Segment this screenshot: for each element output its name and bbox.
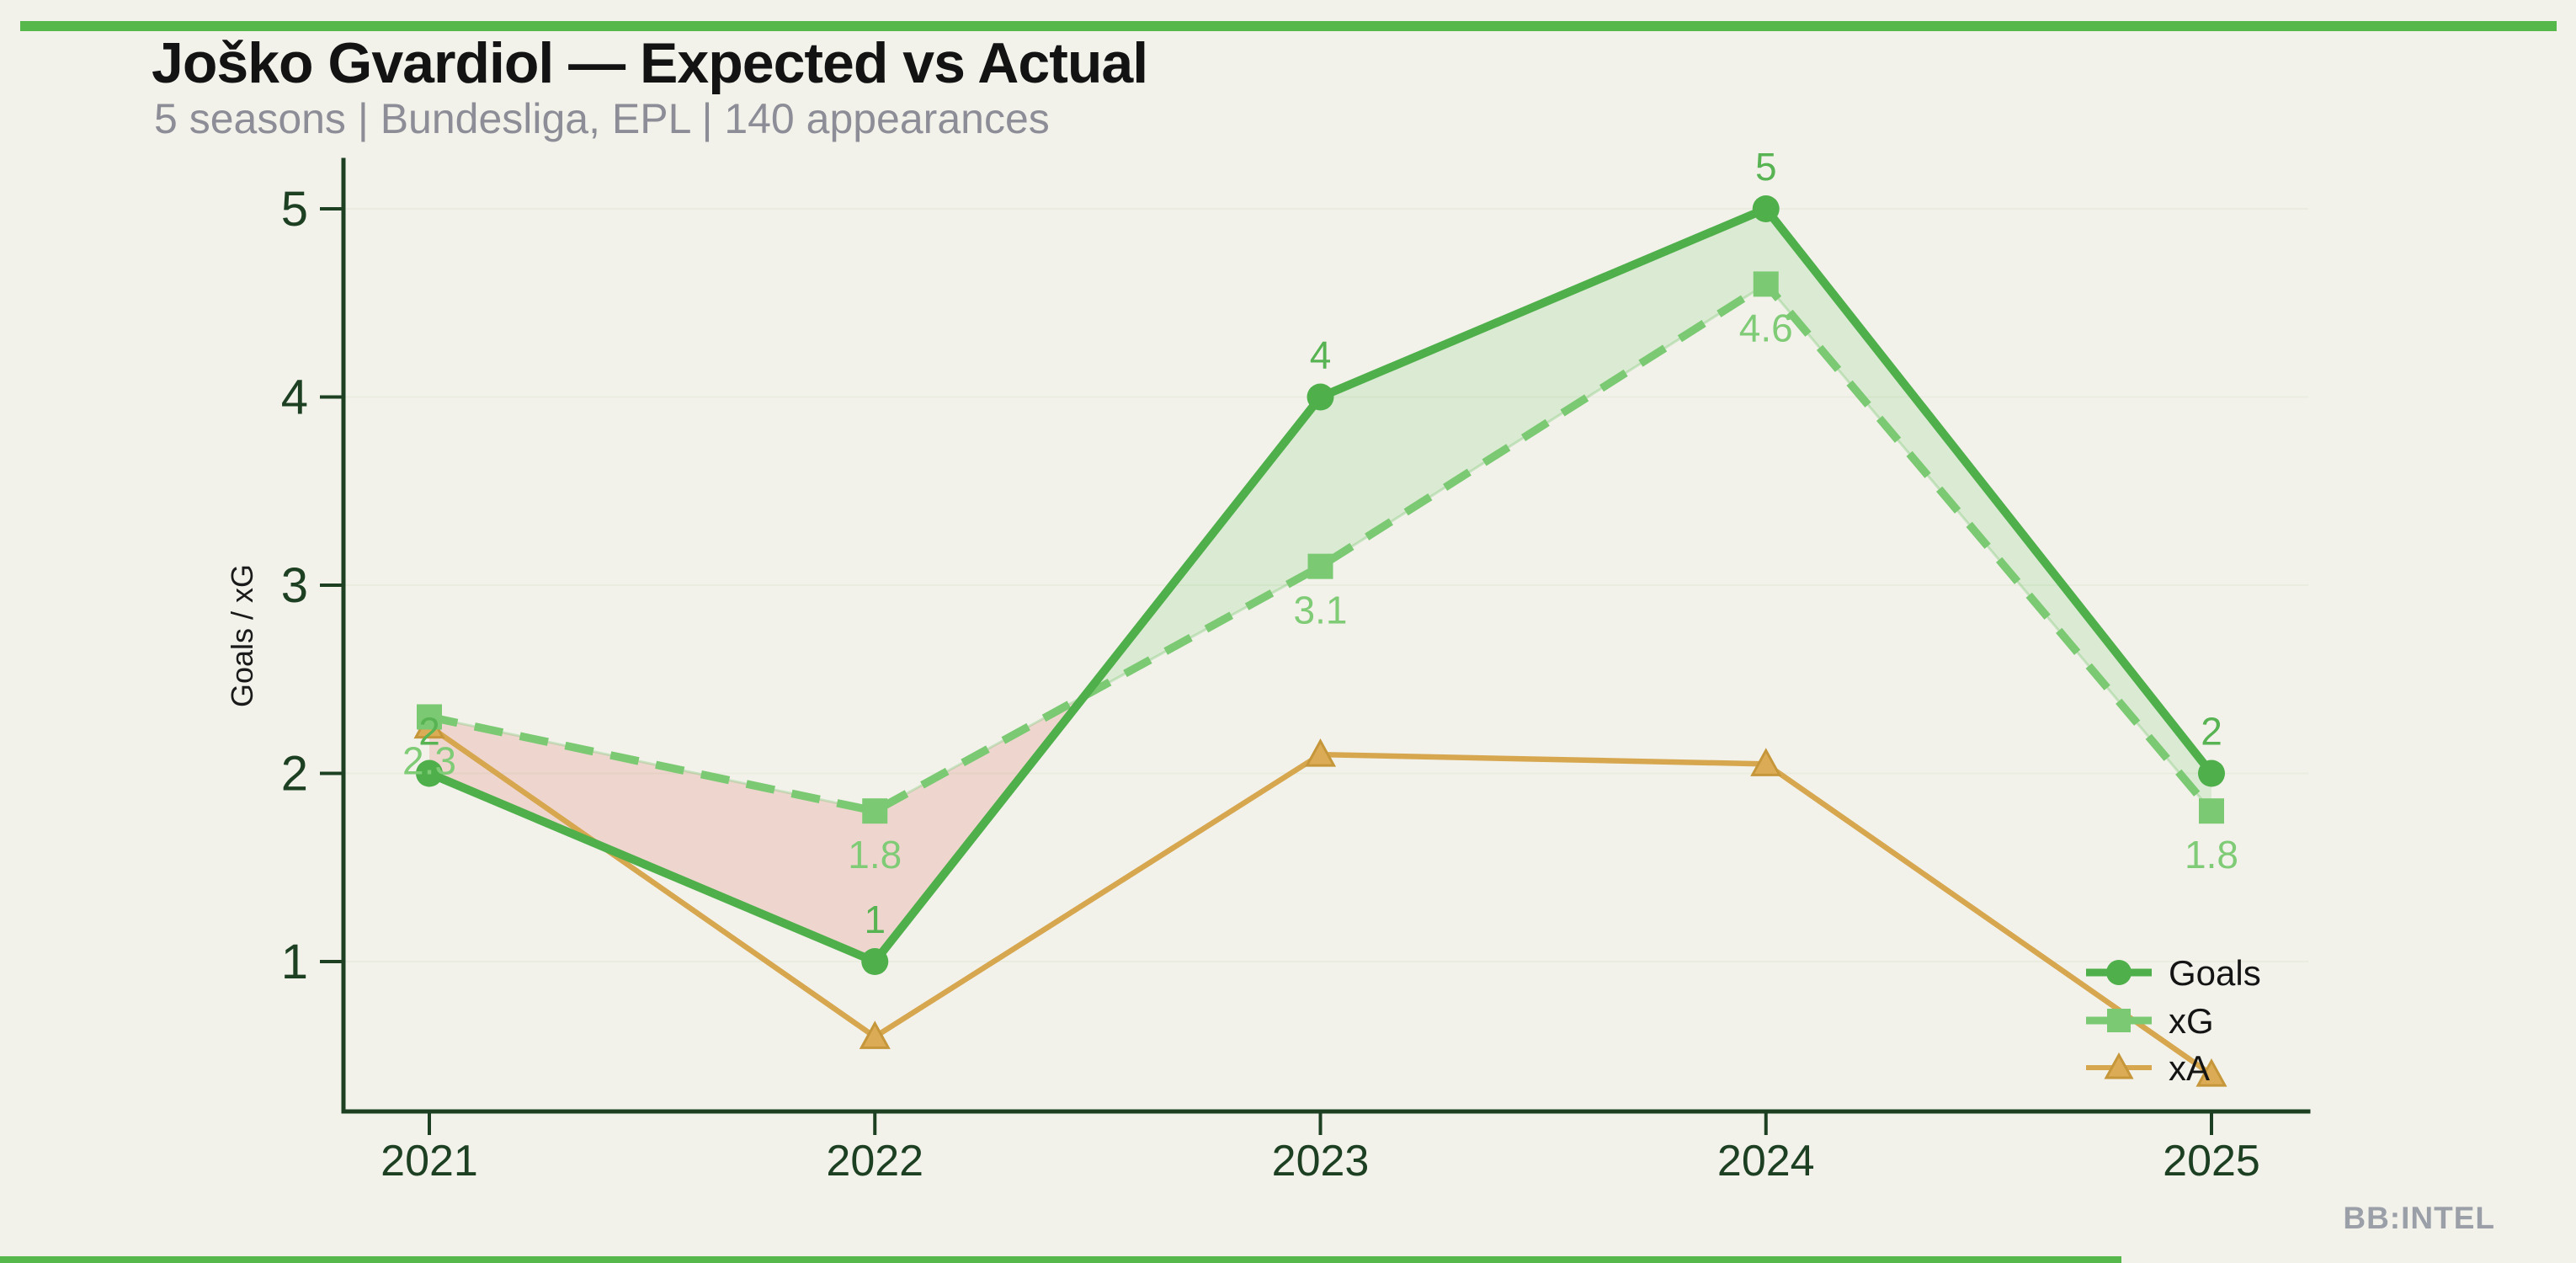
legend-label: xA <box>2169 1048 2210 1088</box>
xg-line <box>428 279 2215 816</box>
legend-square-marker <box>2107 1009 2131 1032</box>
bottom-accent-bar <box>0 1256 2121 1263</box>
legend-item-xa: xA <box>2086 1048 2210 1088</box>
x-tick-label: 2023 <box>1272 1137 1370 1186</box>
xa-point <box>1750 748 1782 776</box>
underperformance-fill <box>429 695 1085 962</box>
y-axis-title: Goals / xG <box>225 564 259 707</box>
goals-point-label: 2 <box>418 710 440 754</box>
legend-item-goals: Goals <box>2086 953 2261 993</box>
goals-point <box>1752 195 1780 222</box>
goals-series <box>416 195 2225 975</box>
goals-point-label: 1 <box>864 898 886 941</box>
xg-point <box>2199 798 2224 824</box>
xa-point <box>2195 1058 2227 1087</box>
xg-point <box>417 704 442 730</box>
goals-point-label: 5 <box>1755 145 1777 189</box>
y-tick-label: 3 <box>281 558 308 613</box>
x-tick-label: 2022 <box>826 1137 923 1186</box>
xg-point-label: 1.8 <box>2185 833 2238 877</box>
xa-series <box>413 710 2227 1087</box>
y-tick-label: 5 <box>281 182 308 237</box>
x-tick-label: 2025 <box>2163 1137 2260 1186</box>
xg-series <box>417 271 2224 824</box>
goals-point <box>2198 759 2225 787</box>
xg-point <box>862 798 888 824</box>
xg-point-label: 4.6 <box>1739 306 1793 349</box>
overperformance-fill <box>1084 209 2211 812</box>
goals-point <box>861 948 889 975</box>
xa-point <box>1304 738 1337 767</box>
fill-between <box>429 209 2211 962</box>
xg-point-label: 3.1 <box>1294 589 1348 632</box>
goals-point-label: 4 <box>1310 333 1332 377</box>
x-tick-label: 2024 <box>1717 1137 1815 1186</box>
legend-label: xG <box>2169 1001 2214 1041</box>
xa-point <box>859 1021 891 1049</box>
xg-point <box>1753 271 1779 297</box>
goals-point <box>416 759 443 787</box>
y-tick-label: 2 <box>281 747 308 802</box>
legend-item-xg: xG <box>2086 1001 2214 1041</box>
x-tick-label: 2021 <box>381 1137 478 1186</box>
xg-point-label: 2.3 <box>402 738 456 782</box>
legend: Goals xG xA <box>2086 953 2261 1088</box>
axes: 1 2 3 4 5 2021 2022 2023 2024 2025 Goals / xG <box>225 157 2311 1186</box>
chart-title: Joško Gvardiol — Expected vs Actual <box>152 31 1148 95</box>
goals-point-label: 2 <box>2201 710 2222 754</box>
top-accent-bar <box>20 21 2557 31</box>
legend-label: Goals <box>2169 953 2261 993</box>
brand-watermark: BB:INTEL <box>2343 1201 2495 1235</box>
xg-point-label: 1.8 <box>848 833 902 877</box>
y-tick-label: 1 <box>281 935 308 989</box>
goals-point <box>1307 383 1334 411</box>
y-tick-label: 4 <box>281 370 308 425</box>
legend-triangle-marker <box>2104 1052 2134 1079</box>
legend-circle-marker <box>2106 960 2132 985</box>
chart-subtitle: 5 seasons | Bundesliga, EPL | 140 appear… <box>154 95 1050 142</box>
xg-point <box>1307 553 1333 579</box>
